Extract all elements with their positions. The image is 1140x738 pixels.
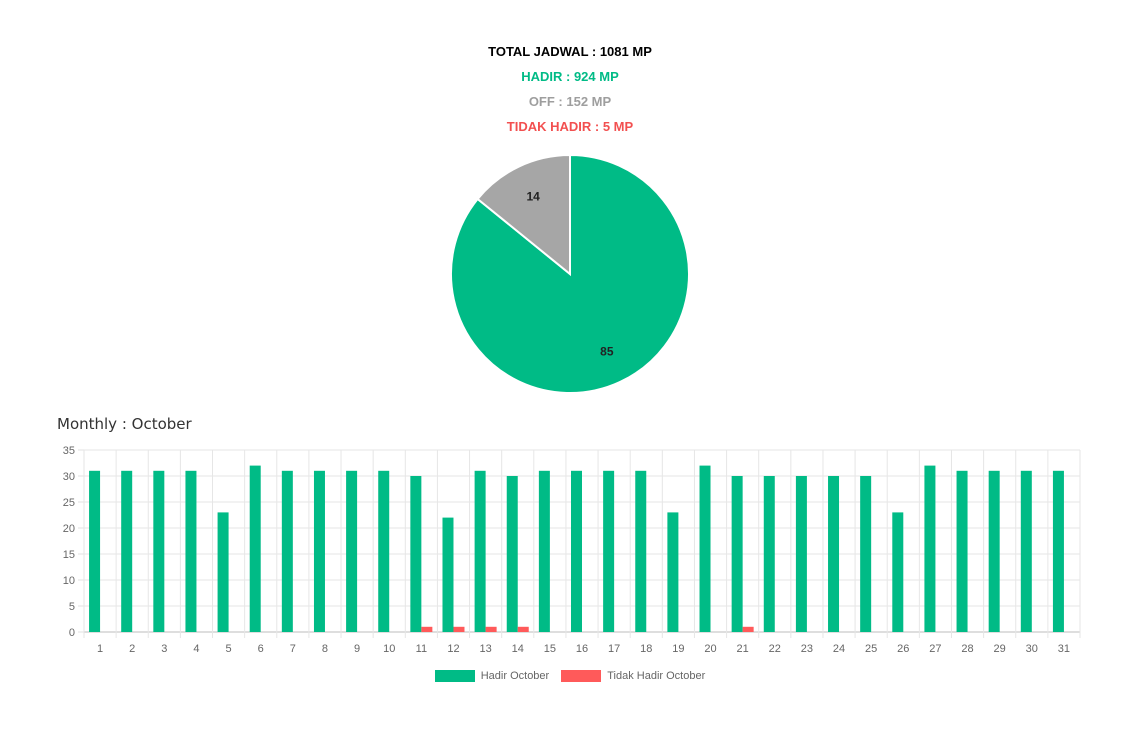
- x-tick-label: 31: [1058, 643, 1070, 655]
- y-tick-label: 10: [63, 575, 75, 587]
- x-tick-label: 5: [226, 643, 232, 655]
- y-tick-label: 15: [63, 549, 75, 561]
- bar-hadir-8[interactable]: [313, 470, 325, 632]
- bar-hadir-27[interactable]: [924, 465, 936, 632]
- y-tick-label: 25: [63, 497, 75, 509]
- bar-tidak-hadir-11[interactable]: [421, 626, 433, 632]
- bar-hadir-22[interactable]: [763, 476, 775, 632]
- x-tick-label: 22: [769, 643, 781, 655]
- legend-label: Hadir October: [480, 670, 550, 682]
- pie-label-14: 14: [526, 190, 540, 204]
- x-tick-label: 2: [129, 643, 135, 655]
- x-tick-label: 16: [576, 643, 588, 655]
- legend-swatch: [434, 670, 475, 682]
- tidak-hadir-total-text: TIDAK HADIR : 5 MP: [506, 119, 634, 134]
- x-tick-label: 14: [512, 643, 524, 655]
- x-tick-label: 3: [161, 643, 167, 655]
- bar-hadir-26[interactable]: [892, 512, 904, 632]
- bar-hadir-14[interactable]: [506, 476, 518, 632]
- bar-hadir-5[interactable]: [217, 512, 229, 632]
- bar-hadir-3[interactable]: [153, 470, 165, 632]
- x-tick-label: 26: [897, 643, 909, 655]
- bar-hadir-30[interactable]: [1020, 470, 1032, 632]
- bar-hadir-12[interactable]: [442, 517, 454, 632]
- x-tick-label: 11: [416, 643, 427, 655]
- bar-hadir-17[interactable]: [603, 470, 615, 632]
- pie-slice-14[interactable]: [476, 153, 571, 277]
- pie-label-85: 85: [600, 344, 614, 358]
- bar-hadir-4[interactable]: [185, 470, 197, 632]
- x-tick-label: 13: [479, 643, 491, 655]
- x-tick-label: 6: [258, 643, 264, 655]
- bar-hadir-15[interactable]: [538, 470, 550, 632]
- total-jadwal-text: TOTAL JADWAL : 1081 MP: [488, 44, 652, 59]
- x-tick-label: 19: [672, 643, 684, 655]
- legend-swatch: [561, 670, 602, 682]
- x-tick-label: 15: [544, 643, 556, 655]
- bar-hadir-23[interactable]: [795, 476, 807, 632]
- monthly-title: Monthly : October: [57, 415, 192, 433]
- bar-chart-legend: Hadir October Tidak Hadir October: [0, 670, 1140, 682]
- legend-label: Tidak Hadir October: [607, 670, 706, 682]
- x-tick-label: 7: [290, 643, 296, 655]
- y-tick-label: 5: [69, 601, 75, 613]
- x-tick-label: 25: [865, 643, 877, 655]
- y-tick-label: 0: [69, 627, 75, 639]
- bar-hadir-28[interactable]: [956, 470, 968, 632]
- x-tick-label: 4: [193, 643, 199, 655]
- legend-item-hadir[interactable]: Hadir October: [434, 670, 550, 682]
- off-total-text: OFF : 152 MP: [528, 94, 612, 109]
- x-tick-label: 29: [994, 643, 1006, 655]
- bar-hadir-2[interactable]: [121, 470, 133, 632]
- y-tick-label: 30: [63, 471, 75, 483]
- x-tick-label: 21: [737, 643, 749, 655]
- bar-hadir-9[interactable]: [346, 470, 358, 632]
- x-tick-label: 18: [640, 643, 652, 655]
- bar-hadir-11[interactable]: [410, 476, 422, 632]
- bar-hadir-25[interactable]: [860, 476, 872, 632]
- x-tick-label: 27: [929, 643, 941, 655]
- y-tick-label: 35: [63, 445, 75, 457]
- x-tick-label: 10: [383, 643, 395, 655]
- x-tick-label: 12: [447, 643, 459, 655]
- x-tick-label: 9: [354, 643, 360, 655]
- x-tick-label: 20: [704, 643, 716, 655]
- bar-hadir-24[interactable]: [828, 476, 840, 632]
- pie-slice-85[interactable]: [450, 153, 690, 394]
- bar-tidak-hadir-14[interactable]: [517, 626, 529, 632]
- bar-tidak-hadir-13[interactable]: [485, 626, 497, 632]
- summary-block: TOTAL JADWAL : 1081 MP HADIR : 924 MP OF…: [0, 42, 1140, 142]
- bar-hadir-31[interactable]: [1052, 470, 1064, 632]
- x-tick-label: 24: [833, 643, 845, 655]
- x-tick-label: 30: [1026, 643, 1038, 655]
- bar-hadir-18[interactable]: [635, 470, 647, 632]
- bar-hadir-21[interactable]: [731, 476, 743, 632]
- y-tick-label: 20: [63, 523, 75, 535]
- x-tick-label: 17: [608, 643, 620, 655]
- bar-hadir-6[interactable]: [249, 465, 261, 632]
- bar-hadir-10[interactable]: [378, 470, 390, 632]
- x-tick-label: 23: [801, 643, 813, 655]
- bar-tidak-hadir-12[interactable]: [453, 626, 465, 632]
- x-tick-label: 1: [97, 643, 103, 655]
- bar-hadir-29[interactable]: [988, 470, 1000, 632]
- bar-hadir-7[interactable]: [281, 470, 293, 632]
- bar-hadir-13[interactable]: [474, 470, 486, 632]
- x-tick-label: 8: [322, 643, 328, 655]
- bar-hadir-19[interactable]: [667, 512, 679, 632]
- bar-hadir-20[interactable]: [699, 465, 711, 632]
- hadir-total-text: HADIR : 924 MP: [521, 69, 619, 84]
- x-tick-label: 28: [961, 643, 973, 655]
- bar-hadir-1[interactable]: [89, 470, 101, 632]
- bar-hadir-16[interactable]: [571, 470, 582, 632]
- attendance-pie-chart: 85 14: [450, 153, 690, 394]
- legend-item-tidak-hadir[interactable]: Tidak Hadir October: [561, 670, 705, 682]
- bar-tidak-hadir-21[interactable]: [742, 626, 754, 632]
